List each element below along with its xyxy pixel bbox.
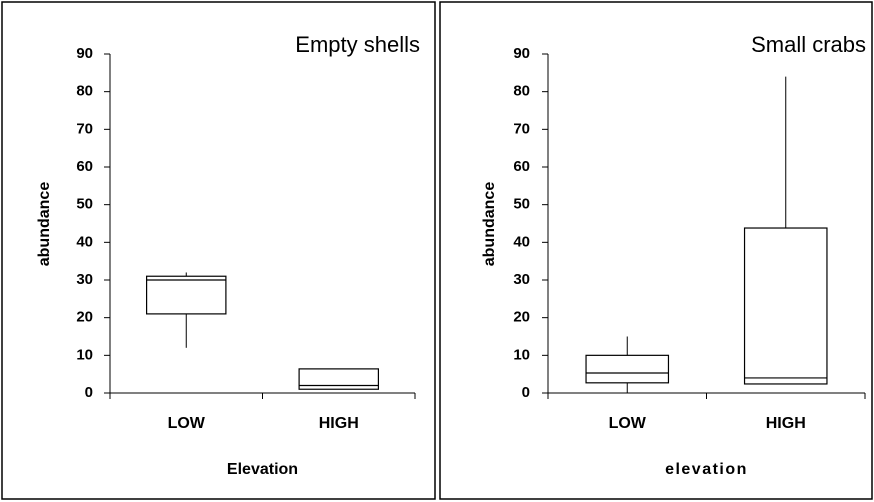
y-tick-label: 50 (76, 196, 93, 213)
box (146, 275, 227, 315)
x-axis-label: elevation (665, 461, 748, 478)
y-tick-label: 50 (513, 196, 530, 213)
y-tick-label: 0 (85, 384, 93, 401)
x-tick-label: HIGH (319, 415, 359, 432)
chart-title: Small crabs (751, 32, 866, 57)
y-tick-label: 30 (513, 271, 530, 288)
y-tick-label: 20 (513, 309, 530, 326)
box (743, 227, 828, 385)
y-tick-label: 20 (76, 309, 93, 326)
x-tick-label: HIGH (766, 415, 806, 432)
box (298, 368, 380, 390)
y-tick-label: 80 (513, 83, 530, 100)
y-tick-label: 60 (76, 158, 93, 175)
y-tick-label: 90 (76, 45, 93, 62)
y-tick-label: 70 (513, 120, 530, 137)
y-tick-label: 80 (76, 83, 93, 100)
y-tick-label: 10 (513, 346, 530, 363)
y-tick-label: 90 (513, 45, 530, 62)
y-tick-label: 40 (513, 233, 530, 250)
chart-title: Empty shells (295, 32, 420, 57)
panel-frame (439, 1, 873, 500)
x-axis-label: Elevation (227, 461, 298, 478)
y-tick-label: 10 (76, 346, 93, 363)
panel-frame (1, 1, 436, 500)
y-tick-label: 30 (76, 271, 93, 288)
x-tick-label: LOW (609, 415, 647, 432)
y-tick-label: 40 (76, 233, 93, 250)
box (585, 354, 670, 384)
y-tick-label: 60 (513, 158, 530, 175)
x-tick-label: LOW (168, 415, 206, 432)
y-tick-label: 0 (522, 384, 530, 401)
y-axis-label: abundance (481, 182, 498, 267)
y-axis-label: abundance (36, 182, 53, 267)
y-tick-label: 70 (76, 120, 93, 137)
